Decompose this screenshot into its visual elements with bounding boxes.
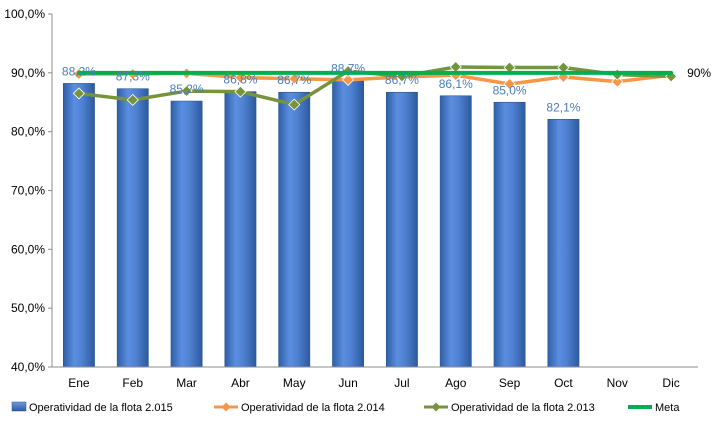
x-tick-label: Oct xyxy=(554,376,573,390)
bar xyxy=(224,91,257,368)
bar xyxy=(63,83,95,368)
bar-data-label: 88,7% xyxy=(331,61,365,75)
bar-data-label: 82,1% xyxy=(546,100,580,114)
x-tick-label: May xyxy=(283,376,306,390)
legend-swatch-bar xyxy=(11,401,27,412)
series-marker xyxy=(234,85,247,98)
x-tick-label: Sep xyxy=(499,376,521,390)
bar-data-label: 86,1% xyxy=(439,77,473,91)
y-tick-label: 90,0% xyxy=(11,66,45,80)
legend-label: Operatividad de la flota 2.014 xyxy=(241,402,385,414)
x-tick-label: Abr xyxy=(231,376,250,390)
y-tick-label: 40,0% xyxy=(11,360,45,374)
bar-data-label: 85,2% xyxy=(170,82,204,96)
bar xyxy=(116,88,149,368)
bar xyxy=(278,91,311,368)
x-tick-label: Jul xyxy=(394,376,409,390)
x-tick-label: Jun xyxy=(338,376,357,390)
series-marker xyxy=(126,93,139,106)
bar-data-label: 85,0% xyxy=(493,83,527,97)
y-tick-label: 60,0% xyxy=(11,242,45,256)
bar xyxy=(386,91,418,368)
bar-data-label: 86,7% xyxy=(277,73,311,87)
meta-end-label: 90% xyxy=(687,66,711,80)
legend-label: Meta xyxy=(655,402,680,414)
series-marker xyxy=(611,75,624,88)
legend-swatch-marker xyxy=(221,402,231,412)
bar xyxy=(547,119,580,368)
y-tick-label: 80,0% xyxy=(11,125,45,139)
bar xyxy=(170,100,203,368)
y-tick-label: 70,0% xyxy=(11,184,45,198)
legend-swatch-marker xyxy=(431,402,441,412)
legend-label: Operatividad de la flota 2.013 xyxy=(451,402,595,414)
series-marker xyxy=(72,87,85,100)
y-tick-label: 50,0% xyxy=(11,301,45,315)
series-marker xyxy=(288,72,301,85)
bar xyxy=(493,101,526,368)
x-tick-label: Dic xyxy=(662,376,679,390)
data-labels: 90% 88,2% 87,3% 85,2% 86,8% 86,7% 88,7% 86,7% 86… xyxy=(62,61,712,114)
series-marker xyxy=(503,77,516,91)
bar xyxy=(332,80,364,368)
x-tick-label: Feb xyxy=(122,376,143,390)
legend: Operatividad de la flota 2.015 Operativid… xyxy=(11,401,680,414)
bar-series xyxy=(63,80,580,368)
bar xyxy=(439,95,472,368)
series-marker xyxy=(342,73,355,86)
x-axis: Ene Feb Mar Abr May Jun Jul Ago Sep Oct Nov Dic xyxy=(52,366,698,390)
y-tick-label: 100,0% xyxy=(4,7,45,21)
legend-label: Operatividad de la flota 2.015 xyxy=(29,402,173,414)
line-series xyxy=(72,60,678,111)
bar-data-label: 87,3% xyxy=(116,70,150,84)
series-marker xyxy=(288,98,301,111)
x-tick-label: Ene xyxy=(68,376,90,390)
x-tick-label: Nov xyxy=(607,376,628,390)
bar-data-label: 86,7% xyxy=(385,73,419,87)
bar-data-label: 86,8% xyxy=(223,73,257,87)
x-tick-label: Ago xyxy=(445,376,467,390)
bar-data-label: 88,2% xyxy=(62,64,96,78)
x-tick-label: Mar xyxy=(176,376,197,390)
y-axis: 40,0% 50,0% 60,0% 70,0% 80,0% 90,0% 100,0% xyxy=(4,7,53,374)
series-marker xyxy=(449,60,462,74)
series-marker xyxy=(180,85,193,98)
